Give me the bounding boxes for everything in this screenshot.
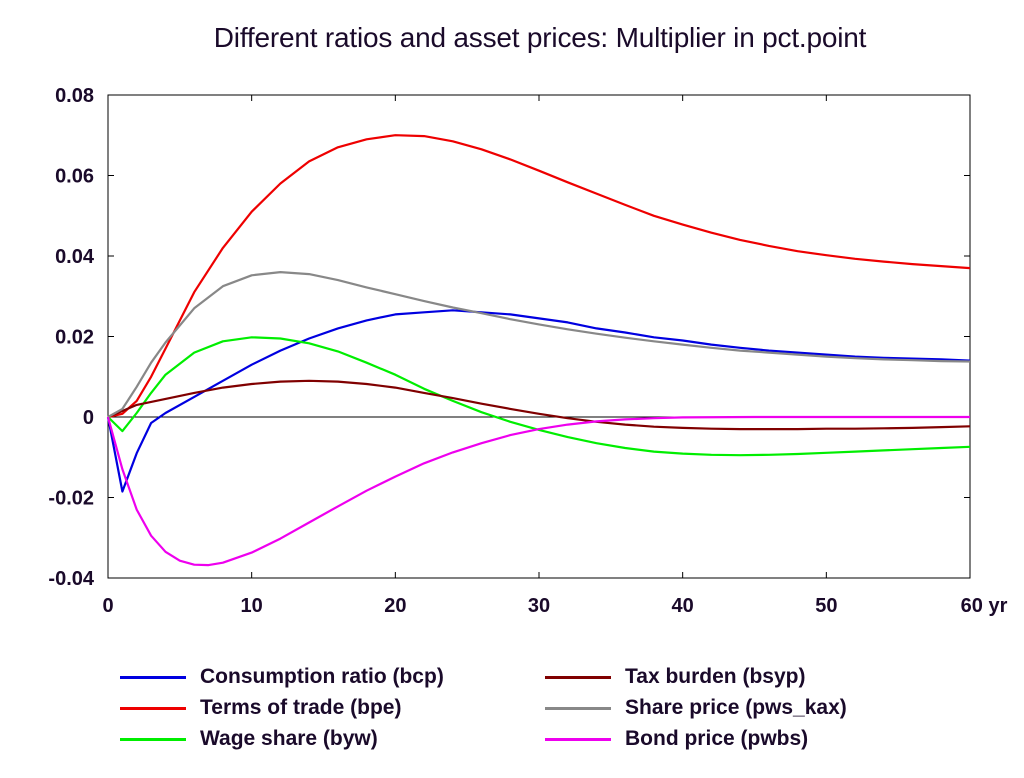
plot-frame <box>107 94 971 579</box>
legend-swatch <box>120 737 186 741</box>
x-tick-label: 20 <box>384 595 406 617</box>
y-tick-label: 0 <box>83 407 94 429</box>
x-tick-label: 10 <box>241 595 263 617</box>
series-line-0 <box>106 309 971 493</box>
series-line-2 <box>107 336 971 457</box>
legend-label: Terms of trade (bpe) <box>200 696 402 719</box>
legend-swatch <box>545 675 611 679</box>
legend-item: Terms of trade (bpe) <box>120 693 401 723</box>
y-tick-label: 0.06 <box>55 166 94 188</box>
chart-title: Different ratios and asset prices: Multi… <box>213 22 867 53</box>
legend-swatch <box>545 737 611 741</box>
plot-border <box>107 94 971 579</box>
series-line-3 <box>107 379 971 431</box>
legend-label: Share price (pws_kax) <box>625 696 847 719</box>
y-tick-label: -0.02 <box>48 488 94 510</box>
legend-label: Wage share (byw) <box>200 727 378 750</box>
y-tick-label: -0.04 <box>48 568 94 590</box>
x-tick-label: 30 <box>528 595 550 617</box>
series-lines <box>106 134 971 567</box>
legend-item: Wage share (byw) <box>120 724 378 754</box>
y-tick-label: 0.02 <box>55 327 94 349</box>
legend-item: Consumption ratio (bcp) <box>120 662 444 692</box>
legend-item: Share price (pws_kax) <box>545 693 847 723</box>
x-tick-label: 0 <box>102 595 113 617</box>
legend-label: Consumption ratio (bcp) <box>200 665 444 688</box>
series-line-5 <box>106 415 970 567</box>
series-line-1 <box>107 134 971 419</box>
y-tick-label: 0.08 <box>55 85 94 107</box>
line-chart: 0 10 20 30 40 50 60 yr 0.08 0.06 0.04 0.02 0 -0.02 -… <box>48 85 1008 617</box>
legend-item: Tax burden (bsyp) <box>545 662 805 692</box>
legend-swatch <box>545 706 611 710</box>
legend-swatch <box>120 675 186 679</box>
legend-item: Bond price (pwbs) <box>545 724 808 754</box>
legend-label: Tax burden (bsyp) <box>625 665 806 688</box>
y-tick-label: 0.04 <box>55 246 95 268</box>
y-axis: 0.08 0.06 0.04 0.02 0 -0.02 -0.04 <box>48 85 970 590</box>
x-tick-label: 60 yr <box>961 595 1008 617</box>
legend-swatch <box>120 706 186 710</box>
x-tick-label: 40 <box>672 595 694 617</box>
x-axis: 0 10 20 30 40 50 60 yr <box>102 95 1008 617</box>
series-line-4 <box>107 271 971 418</box>
x-tick-label: 50 <box>815 595 837 617</box>
legend-label: Bond price (pwbs) <box>625 727 809 750</box>
